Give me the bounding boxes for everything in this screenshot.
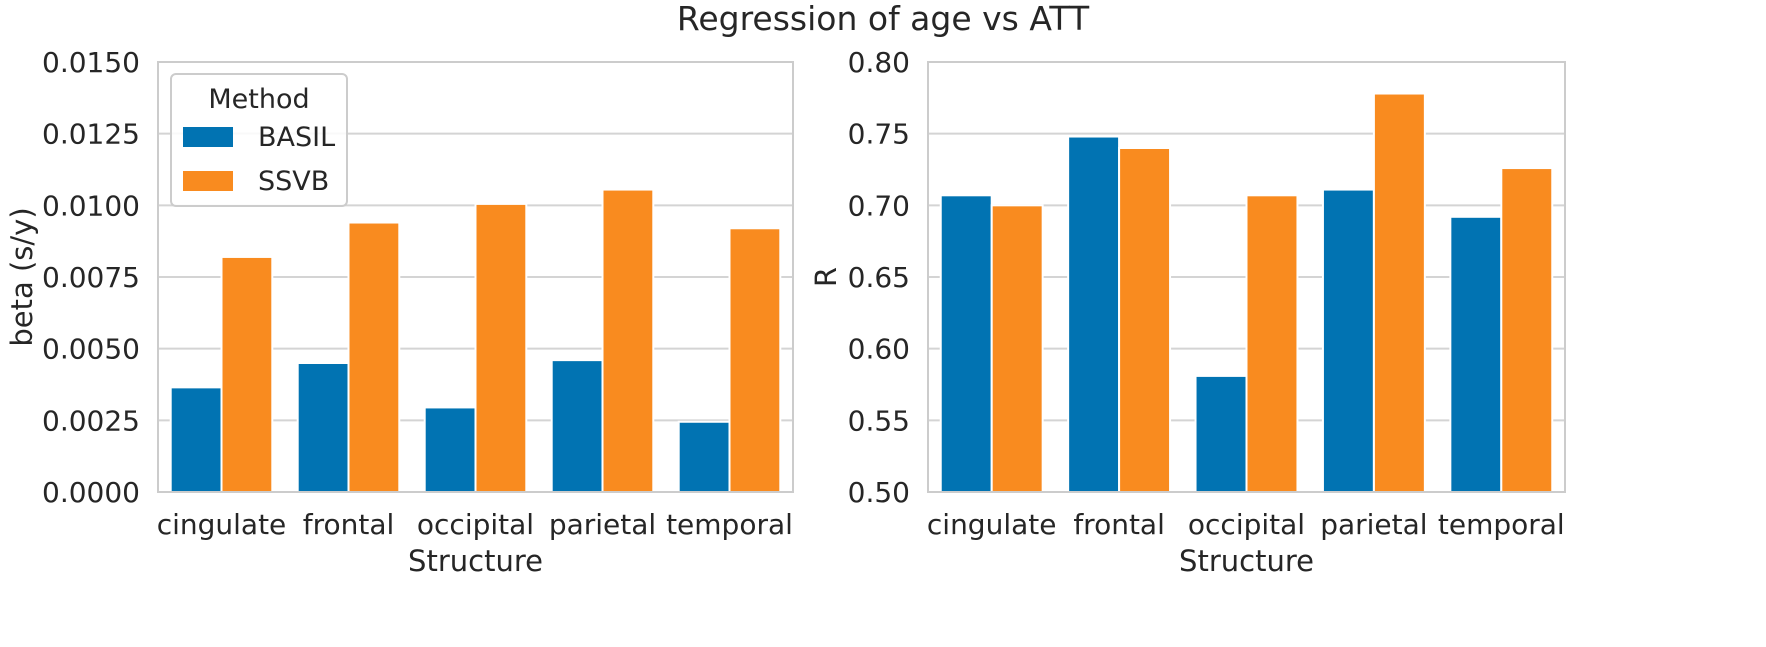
y-axis-label: beta (s/y) xyxy=(5,207,39,346)
x-tick-label: frontal xyxy=(1073,508,1165,541)
left-chart-beta: 0.0000 0.0025 0.0050 0.0075 0.0100 0.0125 0.01… xyxy=(5,46,794,578)
x-tick-label: parietal xyxy=(549,508,656,541)
bar-ssvb-temporal xyxy=(1500,167,1554,493)
bar-ssvb-frontal xyxy=(347,221,401,494)
bar-basil-frontal xyxy=(1067,135,1121,494)
legend-swatch-ssvb xyxy=(183,171,233,191)
bar-ssvb-parietal xyxy=(601,188,655,493)
x-axis-label: Structure xyxy=(1179,544,1314,578)
y-tick-label: 0.65 xyxy=(848,261,910,294)
bar-ssvb-cingulate xyxy=(220,255,274,493)
y-tick-label: 0.55 xyxy=(848,404,910,437)
bar-ssvb-parietal xyxy=(1372,92,1426,494)
bar-basil-cingulate xyxy=(169,386,223,493)
x-tick-label: parietal xyxy=(1320,508,1427,541)
right-chart-r: 0.50 0.55 0.60 0.65 0.70 0.75 0.80 cingulate fro… xyxy=(809,46,1566,578)
legend-swatch-basil xyxy=(183,127,233,147)
bar-basil-parietal xyxy=(1321,188,1375,493)
bar-basil-frontal xyxy=(296,362,350,493)
y-tick-label: 0.0125 xyxy=(42,118,140,151)
bar-ssvb-temporal xyxy=(728,227,782,493)
y-tick-label: 0.0025 xyxy=(42,404,140,437)
y-tick-label: 0.0075 xyxy=(42,261,140,294)
x-tick-label: frontal xyxy=(303,508,395,541)
bar-basil-parietal xyxy=(550,359,604,493)
x-tick-label: temporal xyxy=(666,508,793,541)
legend-label: SSVB xyxy=(258,166,329,197)
bar-ssvb-cingulate xyxy=(990,204,1044,493)
legend: Method BASIL SSVB xyxy=(170,73,348,207)
legend-label: BASIL xyxy=(258,122,335,153)
x-tick-label: temporal xyxy=(1438,508,1565,541)
y-tick-label: 0.75 xyxy=(848,118,910,151)
legend-title: Method xyxy=(208,84,309,115)
plot-frame xyxy=(927,61,1566,493)
x-tick-label: occipital xyxy=(417,508,534,541)
bar-basil-temporal xyxy=(1449,215,1503,494)
bar-ssvb-occipital xyxy=(474,202,528,493)
y-tick-label: 0.80 xyxy=(848,46,910,79)
y-tick-label: 0.60 xyxy=(848,333,910,366)
bar-basil-occipital xyxy=(1194,374,1248,493)
x-tick-label: occipital xyxy=(1188,508,1305,541)
y-tick-label: 0.70 xyxy=(848,189,910,222)
bar-basil-occipital xyxy=(423,406,477,493)
y-tick-label: 0.0050 xyxy=(42,333,140,366)
y-tick-label: 0.0150 xyxy=(42,46,140,79)
y-tick-label: 0.0100 xyxy=(42,189,140,222)
x-axis-label: Structure xyxy=(408,544,543,578)
bar-ssvb-occipital xyxy=(1245,194,1299,494)
bar-basil-temporal xyxy=(677,420,731,493)
y-tick-label: 0.50 xyxy=(848,476,910,509)
plot-frame xyxy=(157,61,794,493)
y-axis-label: R xyxy=(809,267,843,287)
x-tick-label: cingulate xyxy=(157,508,287,541)
bar-basil-cingulate xyxy=(939,194,993,494)
x-tick-label: cingulate xyxy=(927,508,1057,541)
figure-title: Regression of age vs ATT xyxy=(677,0,1090,38)
bar-ssvb-frontal xyxy=(1118,147,1172,493)
y-tick-label: 0.0000 xyxy=(42,476,140,509)
